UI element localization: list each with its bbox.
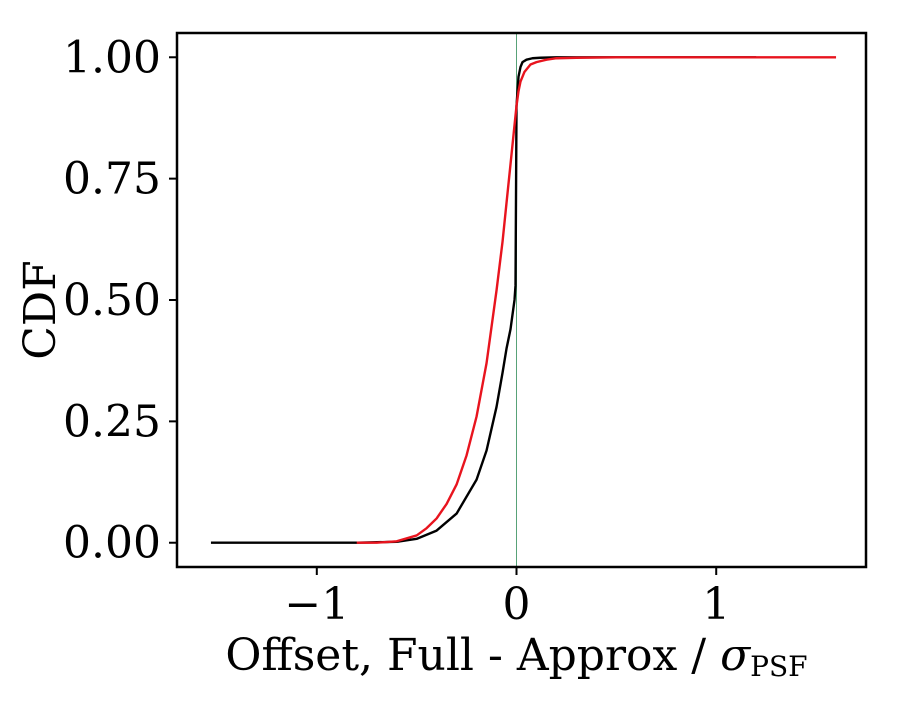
y-tick-label: 1.00 bbox=[63, 32, 161, 83]
y-tick-label: 0.50 bbox=[63, 275, 161, 326]
plot-area bbox=[210, 33, 837, 567]
series-line-2 bbox=[356, 56, 837, 544]
x-axis-label-subscript: PSF bbox=[750, 650, 807, 683]
plot-frame bbox=[175, 31, 868, 569]
x-tick-label: 0 bbox=[503, 579, 531, 630]
y-tick-label: 0.00 bbox=[63, 518, 161, 569]
ticks: −1 0 1 0.00 0.25 0.50 0.75 1.00 bbox=[63, 32, 730, 630]
x-tick-label: 1 bbox=[702, 579, 730, 630]
x-axis-label-sigma: σ bbox=[720, 630, 752, 681]
y-tick-label: 0.25 bbox=[63, 396, 161, 447]
x-tick-label: −1 bbox=[284, 579, 349, 630]
y-axis-label: CDF bbox=[15, 260, 66, 359]
y-tick-label: 0.75 bbox=[63, 154, 161, 205]
x-axis-label: Offset, Full - Approx / σPSF bbox=[225, 630, 807, 683]
series-line-1 bbox=[210, 56, 757, 544]
x-axis-label-text: Offset, Full - Approx / bbox=[225, 630, 720, 681]
